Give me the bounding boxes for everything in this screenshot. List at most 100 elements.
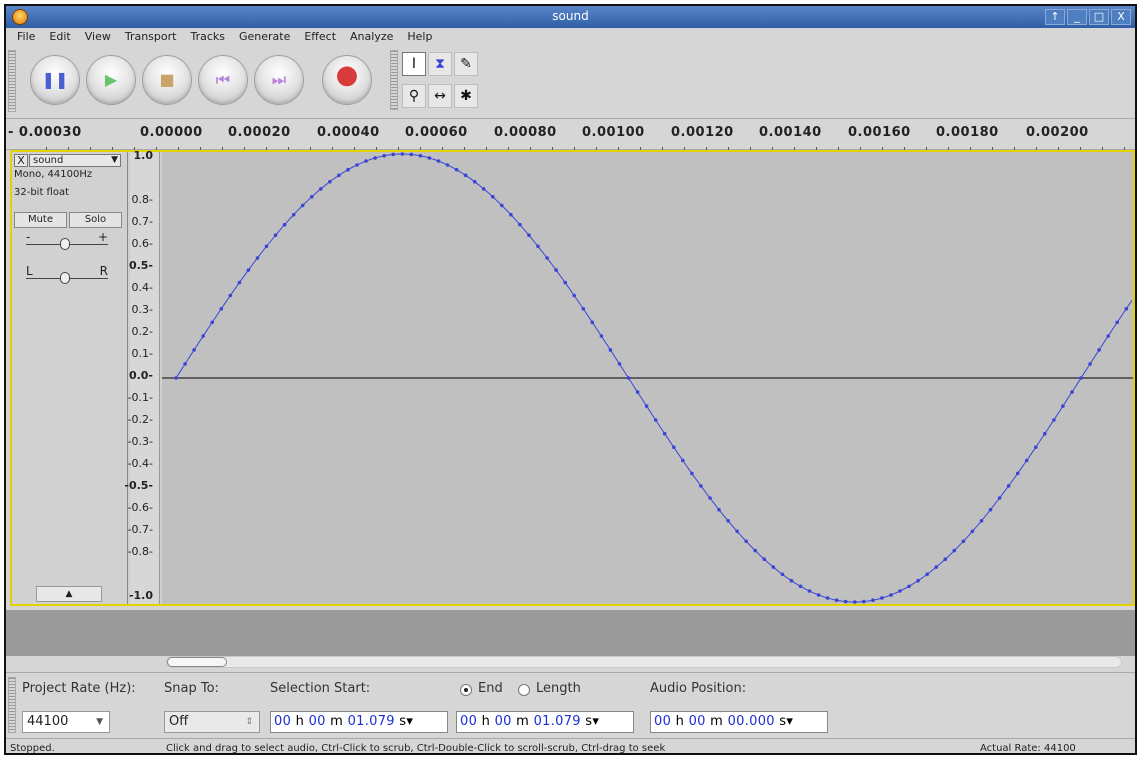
zoom-tool[interactable]: ⚲ <box>402 84 426 108</box>
audio-pos-seconds: 00.000 <box>727 714 775 729</box>
stop-button[interactable]: ■ <box>142 55 192 105</box>
menu-generate[interactable]: Generate <box>238 30 291 43</box>
skip-to-start-icon: ⏮ <box>215 70 231 89</box>
audio-position-time[interactable]: 00 h 00 m 00.000 s▾ <box>650 711 828 733</box>
ruler-label: 0.00060 <box>405 125 468 140</box>
sample-point <box>273 233 278 237</box>
pan-slider-knob[interactable] <box>60 272 70 284</box>
sample-point <box>807 589 812 593</box>
status-actual-rate: Actual Rate: 44100 <box>980 743 1076 754</box>
ruler-label: 0.00140 <box>759 125 822 140</box>
ruler-tick <box>156 147 157 150</box>
track-close-button[interactable]: X <box>14 154 28 167</box>
toolbar-grip[interactable] <box>8 50 16 112</box>
selection-tool[interactable]: I <box>402 52 426 76</box>
sample-point <box>898 589 902 593</box>
ruler-tick <box>398 147 399 150</box>
sample-point <box>871 598 875 602</box>
pan-slider[interactable]: L R <box>26 264 108 286</box>
ruler-label: 0.00040 <box>317 125 380 140</box>
amplitude-label: 0.4- <box>131 281 153 294</box>
time-shift-tool[interactable]: ↔ <box>428 84 452 108</box>
horizontal-scrollbar[interactable] <box>166 656 1122 668</box>
audio-track[interactable]: X sound ▼ Mono, 44100Hz 32-bit float Mut… <box>10 150 1135 606</box>
sample-point <box>970 529 975 534</box>
project-rate-combo[interactable]: 44100 ▼ <box>22 711 110 733</box>
sample-point <box>427 156 432 160</box>
empty-track-area[interactable] <box>6 610 1135 656</box>
skip-to-end-icon: ⏭ <box>271 70 287 89</box>
selection-start-time[interactable]: 00 h 00 m 01.079 s▾ <box>270 711 448 733</box>
window-shade-button[interactable]: ↑ <box>1045 9 1065 25</box>
ruler-tick <box>420 147 421 150</box>
ruler-tick <box>68 147 69 150</box>
envelope-tool[interactable]: ⧗ <box>428 52 452 76</box>
track-name-menu[interactable]: sound ▼ <box>29 154 121 167</box>
ruler-tick <box>244 147 245 150</box>
pause-button[interactable]: ❚❚ <box>30 55 80 105</box>
menu-file[interactable]: File <box>17 30 36 43</box>
menu-analyze[interactable]: Analyze <box>350 30 394 43</box>
selection-end-time[interactable]: 00 h 00 m 01.079 s▾ <box>456 711 634 733</box>
timeline-ruler[interactable]: - 0.00030 0.00000 0.00020 0.00040 0.00060 0.0… <box>6 118 1135 150</box>
ruler-tick <box>508 147 509 150</box>
toolbar-grip[interactable] <box>8 677 16 733</box>
sample-point <box>961 539 966 544</box>
sample-point <box>491 195 495 199</box>
toolbar-grip[interactable] <box>390 50 398 110</box>
gain-slider[interactable]: - + <box>26 230 108 252</box>
window-minimize-button[interactable]: _ <box>1067 9 1087 25</box>
sample-point <box>554 268 558 272</box>
sample-point <box>1070 390 1074 394</box>
sample-point <box>364 159 368 163</box>
ruler-tick <box>112 147 113 150</box>
sample-point <box>853 600 857 604</box>
mute-button[interactable]: Mute <box>14 212 67 228</box>
skip-to-start-button[interactable]: ⏮ <box>198 55 248 105</box>
waveform-view[interactable] <box>162 152 1133 604</box>
sample-point <box>816 593 821 597</box>
menu-help[interactable]: Help <box>407 30 433 43</box>
record-button[interactable]: ● <box>322 55 372 105</box>
ruler-tick <box>882 147 883 150</box>
menu-effect[interactable]: Effect <box>304 30 337 43</box>
sample-point <box>997 496 1002 500</box>
collapse-track-button[interactable]: ▲ <box>36 586 102 602</box>
snap-to-combo[interactable]: Off ⇕ <box>164 711 260 733</box>
chevron-down-icon: ▼ <box>96 717 103 727</box>
amplitude-label: 0.2- <box>131 325 153 338</box>
scrollbar-thumb[interactable] <box>167 657 227 667</box>
vertical-ruler[interactable]: 1.0 0.8- 0.7- 0.6- 0.5- 0.4- 0.3- 0.2- 0.1- 0.0- -… <box>124 150 160 604</box>
play-icon: ▶ <box>104 70 118 89</box>
sample-point <box>617 362 622 366</box>
ruler-tick <box>970 147 971 150</box>
gain-plus-label: + <box>97 230 108 244</box>
ruler-tick <box>376 147 377 150</box>
play-button[interactable]: ▶ <box>86 55 136 105</box>
ruler-tick <box>310 147 311 150</box>
sample-point <box>545 256 549 260</box>
ruler-tick <box>1124 147 1125 150</box>
sel-start-hours: 00 <box>274 714 292 729</box>
multi-tool[interactable]: ✱ <box>454 84 478 108</box>
sample-point <box>744 539 748 544</box>
draw-tool[interactable]: ✎ <box>454 52 478 76</box>
amplitude-label: -0.4- <box>127 457 153 470</box>
window-maximize-button[interactable]: □ <box>1089 9 1109 25</box>
sample-point <box>1006 484 1011 488</box>
solo-button[interactable]: Solo <box>69 212 122 228</box>
sample-point <box>662 431 667 436</box>
menu-view[interactable]: View <box>84 30 111 43</box>
length-radio[interactable] <box>518 684 530 696</box>
menu-tracks[interactable]: Tracks <box>190 30 225 43</box>
skip-to-end-button[interactable]: ⏭ <box>254 55 304 105</box>
gain-slider-knob[interactable] <box>60 238 70 250</box>
end-radio[interactable] <box>460 684 472 696</box>
amplitude-label: -0.7- <box>127 523 153 536</box>
menu-edit[interactable]: Edit <box>49 30 71 43</box>
window-close-button[interactable]: X <box>1111 9 1131 25</box>
menu-transport[interactable]: Transport <box>124 30 177 43</box>
status-bar: Stopped. Click and drag to select audio,… <box>6 738 1135 754</box>
sample-point <box>590 320 595 325</box>
pencil-icon: ✎ <box>460 56 472 72</box>
